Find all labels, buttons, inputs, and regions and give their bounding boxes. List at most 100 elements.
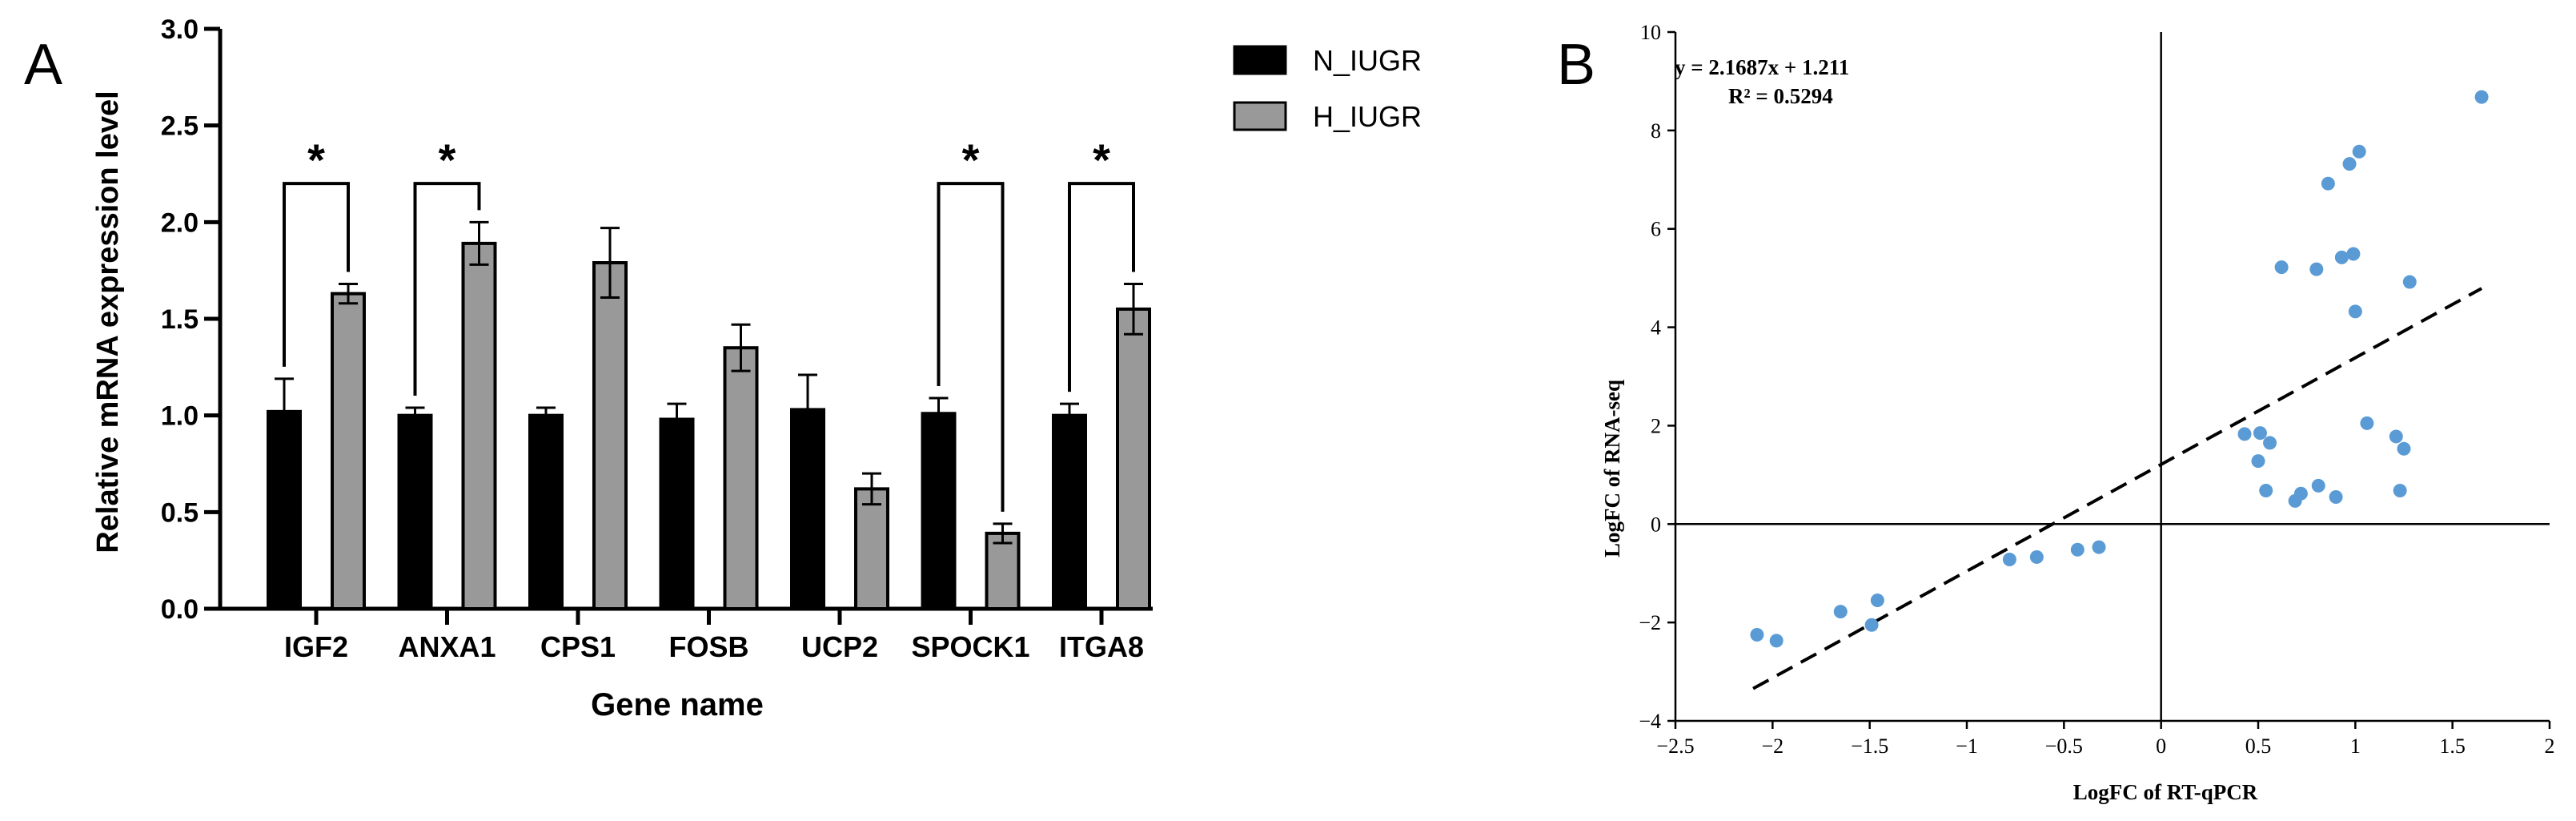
- x-tick-label: −1.5: [1851, 734, 1888, 758]
- x-tick-label: 2: [2545, 734, 2555, 758]
- significance-bracket: [413, 182, 481, 396]
- x-tick-label: UCP2: [801, 630, 878, 663]
- bar-h_iugr-fosb: [723, 346, 759, 610]
- significance-brackets: * * * *: [283, 135, 1135, 512]
- data-point: [2389, 429, 2403, 444]
- bar-h_iugr-itga8: [1116, 307, 1151, 610]
- x-tick-label: ANXA1: [398, 630, 496, 663]
- r-squared: R² = 0.5294: [1728, 84, 1833, 108]
- data-point: [2329, 490, 2343, 504]
- y-tick-label: −4: [1639, 710, 1661, 733]
- x-tick-label: FOSB: [668, 630, 748, 663]
- y-tick-label: −2: [1639, 611, 1661, 634]
- panel-a-bar-chart: A Relative mRNA expression level Gene na…: [24, 14, 1422, 722]
- y-tick-label: 0.5: [161, 497, 199, 528]
- bar-h_iugr-igf2: [331, 292, 366, 610]
- data-point: [2360, 416, 2374, 430]
- x-tick-label: CPS1: [540, 630, 616, 663]
- significance-bracket: [937, 182, 1005, 512]
- data-point: [2002, 553, 2016, 567]
- legend: N_IUGR H_IUGR: [1233, 44, 1422, 133]
- data-point: [2274, 260, 2289, 275]
- x-ticks: IGF2 ANXA1 CPS1 FOSB UCP2 SPOCK1 ITGA8: [284, 609, 1144, 663]
- y-tick-label: 2.5: [161, 111, 199, 142]
- trendline-dashed: [1752, 287, 2483, 690]
- data-point: [2251, 454, 2265, 469]
- data-point: [2309, 262, 2324, 276]
- x-tick-label: −0.5: [2045, 734, 2083, 758]
- bar-h_iugr-cps1: [592, 261, 628, 610]
- data-point: [2311, 478, 2325, 493]
- data-point: [1864, 618, 1879, 632]
- significance-star: *: [439, 135, 456, 185]
- y-tick-label: 2.0: [161, 207, 199, 238]
- x-tick-label: ITGA8: [1059, 630, 1144, 663]
- bar-n_iugr-cps1: [528, 413, 564, 611]
- bar-n_iugr-itga8: [1052, 413, 1087, 611]
- bar-n_iugr-spock1: [921, 412, 957, 611]
- x-axis-label: LogFC of RT-qPCR: [2073, 780, 2258, 804]
- y-tick-label: 2: [1651, 414, 1661, 437]
- data-point: [2393, 484, 2407, 498]
- data-point: [2070, 542, 2084, 557]
- legend-label-n_iugr: N_IUGR: [1313, 44, 1422, 77]
- x-tick-label: 0.5: [2245, 734, 2272, 758]
- data-point: [1750, 628, 1764, 642]
- significance-star: *: [1093, 135, 1110, 185]
- y-tick-label: 0: [1651, 513, 1661, 536]
- legend-label-h_iugr: H_IUGR: [1313, 100, 1422, 133]
- data-point: [2293, 486, 2308, 501]
- bar-h_iugr-ucp2: [854, 487, 889, 611]
- x-tick-label: SPOCK1: [911, 630, 1029, 663]
- data-point: [2334, 250, 2349, 264]
- data-point: [2352, 144, 2366, 159]
- x-tick-label: 0: [2156, 734, 2166, 758]
- y-axis-label: Relative mRNA expression level: [91, 91, 125, 553]
- axes: [1674, 32, 2550, 722]
- significance-star: *: [307, 135, 325, 185]
- data-point: [2321, 176, 2335, 191]
- data-point: [1833, 605, 1848, 619]
- trendline: [1752, 287, 2483, 690]
- y-axis-label: LogFC of RNA-seq: [1600, 380, 1624, 557]
- x-tick-label: 1: [2350, 734, 2361, 758]
- data-point: [2092, 540, 2106, 554]
- significance-bracket: [283, 182, 350, 367]
- y-ticks: 0.0 0.5 1.0 1.5 2.0 2.5 3.0: [161, 14, 220, 625]
- data-point: [2029, 549, 2044, 564]
- data-point: [2397, 441, 2411, 456]
- x-tick-label: IGF2: [284, 630, 348, 663]
- x-tick-label: −2: [1761, 734, 1784, 758]
- data-point: [2342, 157, 2357, 171]
- ticks: −2.5 −2 −1.5 −1 −0.5 0 0.5 1 1.5 2 −4 −2 0 2 4 6 8 10: [1639, 21, 2554, 758]
- data-point: [2346, 247, 2361, 261]
- y-tick-label: 1.0: [161, 401, 199, 432]
- bar-h_iugr-anxa1: [461, 241, 497, 610]
- significance-star: *: [962, 135, 980, 185]
- bar-n_iugr-fosb: [659, 417, 695, 611]
- y-tick-label: 1.5: [161, 304, 199, 335]
- bar-n_iugr-anxa1: [397, 413, 433, 611]
- x-axis-label: Gene name: [591, 687, 764, 722]
- data-point: [2348, 304, 2362, 319]
- data-point: [1769, 634, 1784, 648]
- bars: [267, 220, 1151, 611]
- data-point: [2259, 484, 2273, 498]
- legend-swatch-n_iugr: [1233, 45, 1287, 75]
- y-tick-label: 4: [1651, 316, 1661, 340]
- points: [1750, 90, 2489, 648]
- data-point: [2474, 90, 2489, 104]
- panel-label-b: B: [1557, 33, 1595, 97]
- data-point: [2402, 275, 2417, 289]
- data-point: [2253, 426, 2267, 441]
- legend-swatch-h_iugr: [1233, 101, 1287, 131]
- x-tick-label: 1.5: [2439, 734, 2466, 758]
- bar-h_iugr-spock1: [985, 531, 1021, 611]
- data-point: [2263, 436, 2277, 450]
- y-tick-label: 8: [1651, 119, 1661, 143]
- y-tick-label: 10: [1640, 21, 1661, 44]
- y-tick-label: 0.0: [161, 594, 199, 625]
- y-tick-label: 3.0: [161, 14, 199, 45]
- data-point: [2237, 427, 2252, 441]
